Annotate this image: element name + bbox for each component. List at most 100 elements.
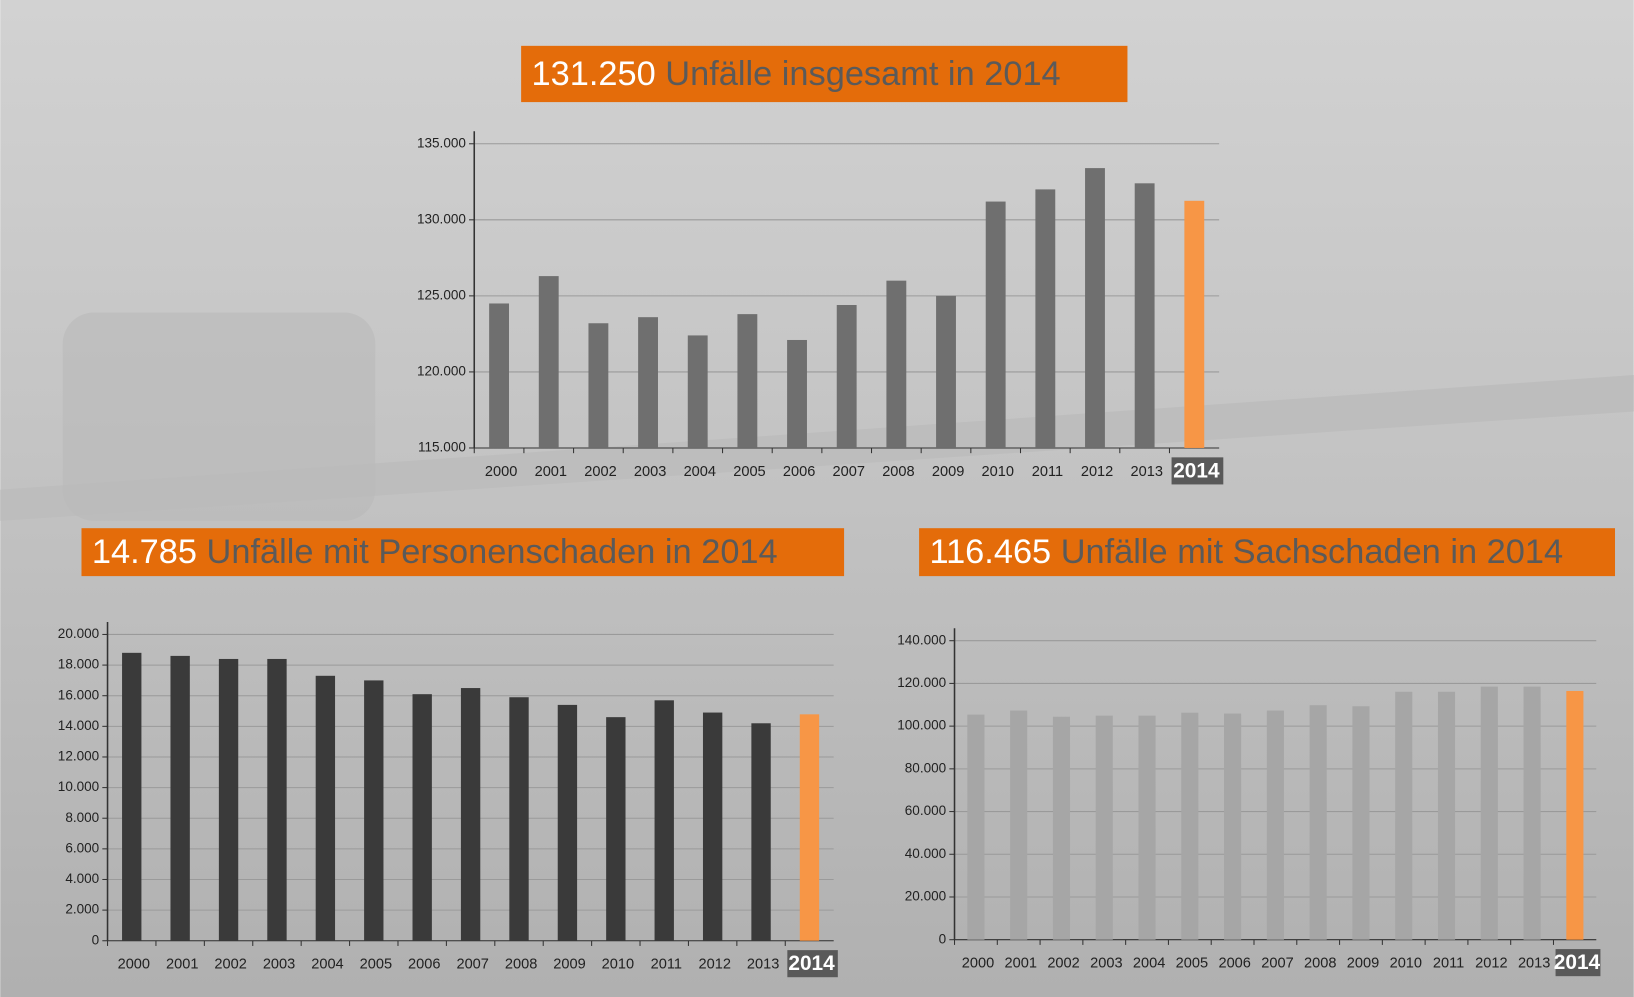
x-tick-label-highlight: 2014 — [1554, 951, 1601, 974]
title-box — [919, 528, 1616, 577]
x-tick-label: 2010 — [1390, 956, 1422, 972]
y-tick-label: 0 — [939, 931, 947, 946]
bar — [460, 688, 481, 941]
highlight-label-box — [1555, 949, 1601, 977]
bar — [315, 675, 336, 941]
bar — [1309, 705, 1327, 940]
bar — [638, 317, 658, 448]
bar — [1566, 690, 1584, 940]
bar — [218, 658, 239, 941]
x-tick-label: 2002 — [584, 464, 616, 480]
y-tick-label: 100.000 — [897, 718, 946, 733]
x-tick-label: 2005 — [733, 464, 765, 480]
y-tick-label: 130.000 — [417, 211, 466, 226]
x-tick-label: 2001 — [166, 957, 198, 973]
x-tick-label: 2000 — [962, 956, 994, 972]
x-tick-label: 2007 — [1261, 956, 1293, 972]
y-tick-label: 40.000 — [905, 846, 946, 861]
bar — [1085, 168, 1105, 448]
y-tick-label: 60.000 — [905, 803, 946, 818]
bar — [1437, 691, 1456, 940]
bar — [886, 280, 907, 448]
bar — [702, 712, 723, 941]
bar — [364, 680, 384, 941]
x-tick-label: 2006 — [408, 957, 440, 973]
y-tick-label: 140.000 — [897, 632, 946, 647]
y-tick-label: 135.000 — [417, 135, 466, 150]
x-tick-label: 2008 — [505, 957, 537, 973]
x-tick-label: 2013 — [1131, 464, 1163, 480]
bar — [557, 704, 578, 941]
title-space — [656, 55, 666, 93]
highlight-label-box — [787, 950, 838, 978]
car — [62, 312, 376, 521]
x-tick-label: 2000 — [118, 957, 150, 973]
bar — [1352, 706, 1370, 940]
x-tick-label: 2006 — [1218, 956, 1250, 972]
x-tick-label: 2009 — [1347, 956, 1379, 972]
bar — [799, 714, 820, 941]
x-tick-label: 2001 — [535, 464, 567, 480]
bar — [489, 303, 510, 448]
title-text: Unfälle mit Sachschaden in 2014 — [1061, 533, 1563, 571]
x-tick-label: 2009 — [932, 464, 964, 480]
bar — [1010, 710, 1028, 940]
x-tick-label: 2004 — [684, 464, 716, 480]
y-tick-label: 16.000 — [58, 687, 99, 702]
x-tick-label: 2008 — [1304, 956, 1336, 972]
bar — [1266, 710, 1284, 940]
x-tick-label: 2002 — [1047, 956, 1079, 972]
bar — [588, 323, 609, 448]
title-number: 14.785 — [92, 533, 197, 571]
bar — [737, 314, 758, 448]
x-tick-label: 2011 — [1032, 464, 1063, 480]
title-number: 116.465 — [930, 533, 1052, 571]
bar — [1134, 183, 1155, 448]
x-tick-label: 2004 — [311, 957, 343, 973]
x-tick-label: 2012 — [1081, 464, 1113, 480]
bar — [687, 335, 708, 448]
x-tick-label: 2013 — [747, 957, 779, 973]
bar — [267, 658, 287, 941]
x-tick-label: 2001 — [1005, 956, 1037, 972]
y-tick-label: 120.000 — [417, 363, 466, 378]
y-tick-label: 12.000 — [58, 749, 99, 764]
x-tick-label: 2005 — [1176, 956, 1208, 972]
x-tick-label: 2005 — [360, 957, 392, 973]
x-tick-label: 2003 — [263, 957, 295, 973]
chart-title: 131.250 Unfälle insgesamt in 2014 — [532, 55, 1061, 93]
x-tick-label: 2012 — [699, 957, 731, 973]
y-tick-label: 120.000 — [897, 675, 946, 690]
bar — [1052, 716, 1071, 940]
bar — [967, 714, 985, 940]
bar — [1480, 686, 1498, 940]
y-tick-label: 8.000 — [65, 810, 99, 825]
bar — [1224, 713, 1242, 940]
y-tick-label: 20.000 — [58, 626, 99, 641]
y-tick-label: 6.000 — [65, 840, 99, 855]
bar — [787, 339, 807, 448]
x-tick-label: 2011 — [1433, 956, 1464, 972]
title-space — [1051, 533, 1061, 571]
highlight-label-box — [1171, 457, 1224, 485]
x-tick-label-highlight: 2014 — [1173, 459, 1220, 482]
x-tick-label: 2003 — [1090, 956, 1122, 972]
title-space — [197, 533, 207, 571]
bar — [836, 304, 857, 448]
bar — [509, 697, 529, 941]
bar — [751, 723, 771, 941]
x-tick-label: 2013 — [1518, 956, 1550, 972]
x-tick-label: 2006 — [783, 464, 815, 480]
bar — [1181, 712, 1199, 940]
bar — [606, 717, 626, 941]
x-tick-label: 2007 — [833, 464, 865, 480]
title-box — [81, 528, 845, 577]
title-text: Unfälle insgesamt in 2014 — [665, 55, 1060, 93]
bar — [412, 694, 432, 941]
y-tick-label: 115.000 — [418, 440, 466, 455]
x-tick-label: 2003 — [634, 464, 666, 480]
x-tick-label: 2011 — [651, 957, 682, 973]
x-tick-label: 2010 — [602, 957, 634, 973]
bar — [1138, 715, 1156, 940]
